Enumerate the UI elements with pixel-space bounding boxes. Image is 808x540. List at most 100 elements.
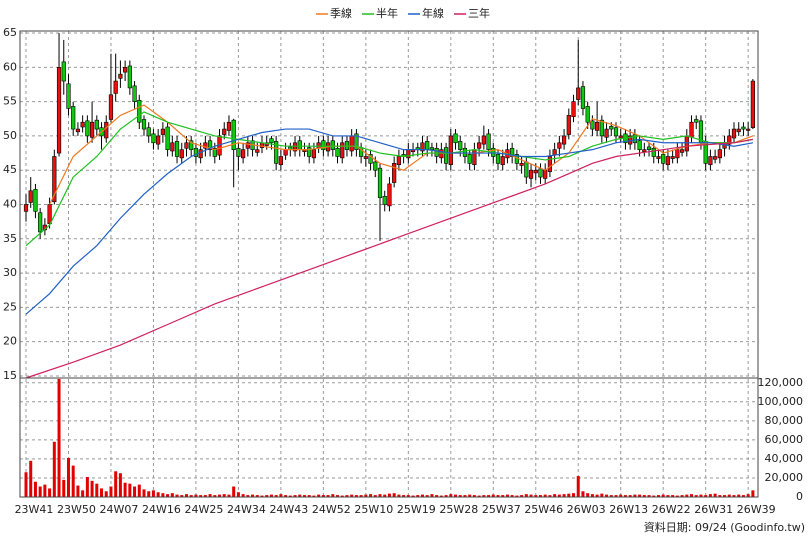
volume-bar xyxy=(435,495,439,497)
candle-body xyxy=(609,126,614,130)
candle-body xyxy=(146,127,151,137)
volume-bar xyxy=(81,490,85,497)
candle-body xyxy=(292,142,298,152)
candle-body xyxy=(684,135,689,152)
volume-bar xyxy=(708,494,712,497)
volume-bar xyxy=(713,493,717,497)
legend-label: 年線 xyxy=(422,6,444,20)
candle-body xyxy=(307,147,312,157)
x-tick-label: 23W50 xyxy=(57,503,96,516)
volume-bar xyxy=(241,494,245,497)
legend-label: 半年 xyxy=(376,6,398,20)
candle-body xyxy=(689,121,694,138)
volume-bar xyxy=(605,494,609,497)
volume-bar xyxy=(269,494,273,497)
candle-body xyxy=(595,121,600,131)
volume-bar xyxy=(406,495,410,497)
candle-body xyxy=(118,73,123,79)
candle-body xyxy=(349,135,354,152)
volume-bar xyxy=(680,495,684,497)
candle-body xyxy=(708,156,713,166)
volume-bar xyxy=(85,477,89,497)
volume-bar xyxy=(359,495,363,497)
candle-body xyxy=(561,135,567,145)
candle-body xyxy=(396,156,401,166)
candle-body xyxy=(679,149,685,153)
volume-bar xyxy=(222,494,226,497)
volume-bar xyxy=(741,495,745,497)
volume-bar xyxy=(100,488,104,497)
x-tick-label: 24W43 xyxy=(269,503,308,516)
candle-body xyxy=(207,140,213,150)
x-tick-label: 26W03 xyxy=(567,503,606,516)
volume-bar xyxy=(425,495,429,497)
volume-bar xyxy=(468,494,472,497)
volume-bar xyxy=(656,495,660,497)
volume-bar xyxy=(515,495,519,497)
candle-body xyxy=(193,147,199,157)
candle-body xyxy=(604,128,609,138)
volume-bar xyxy=(751,490,755,497)
volume-bar xyxy=(307,495,311,497)
volume-bar xyxy=(232,486,236,497)
volume-bar xyxy=(236,492,240,497)
candle-body xyxy=(269,138,274,144)
volume-bar xyxy=(255,495,259,497)
volume-bar xyxy=(29,460,33,497)
candle-body xyxy=(38,212,43,233)
candle-body xyxy=(108,94,114,120)
volume-bar xyxy=(472,495,476,497)
y-tick-label: 40 xyxy=(3,198,17,211)
volume-bar xyxy=(454,494,458,497)
volume-bar xyxy=(590,494,594,497)
volume-bar xyxy=(298,494,302,497)
candle-body xyxy=(274,141,279,164)
candle-body xyxy=(406,149,411,159)
y-tick-label: 15 xyxy=(3,369,17,382)
volume-bar xyxy=(477,495,481,497)
volume-bar xyxy=(420,494,424,497)
volume-bar xyxy=(373,495,377,497)
volume-bar xyxy=(114,471,118,497)
volume-bar xyxy=(619,494,623,497)
plot-frame xyxy=(19,30,759,498)
candle-body xyxy=(453,133,458,144)
volume-bar xyxy=(732,495,736,497)
volume-bar xyxy=(534,495,538,497)
candle-body xyxy=(458,141,463,150)
candle-body xyxy=(354,133,359,150)
volume-bar xyxy=(430,494,434,497)
candle-body xyxy=(184,142,189,149)
volume-bar xyxy=(562,494,566,497)
candle-body xyxy=(316,142,321,149)
legend-label: 三年 xyxy=(468,6,490,20)
candle-body xyxy=(311,149,317,159)
candle-body xyxy=(670,156,675,159)
volume-bar xyxy=(199,495,203,497)
volume-bar xyxy=(180,495,184,497)
volume-bar xyxy=(118,473,122,497)
candle-body xyxy=(632,134,637,144)
volume-bar xyxy=(175,494,179,497)
candle-body xyxy=(429,147,435,150)
candle-body xyxy=(392,163,397,183)
candle-body xyxy=(467,154,472,164)
volume-bar xyxy=(170,493,174,497)
volume-bar xyxy=(137,484,141,497)
candle-body xyxy=(661,154,666,164)
candle-body xyxy=(510,147,515,157)
candle-body xyxy=(618,135,623,139)
volume-bar xyxy=(33,481,37,497)
volume-bar xyxy=(727,494,731,497)
candle-body xyxy=(694,119,699,123)
volume-bar xyxy=(543,494,547,497)
y-tick-label: 65 xyxy=(3,26,17,39)
candle-body xyxy=(231,119,236,150)
volume-bar xyxy=(194,494,198,497)
x-tick-label: 26W22 xyxy=(652,503,691,516)
volume-bar xyxy=(661,494,665,497)
volume-bar xyxy=(279,494,283,497)
volume-bar xyxy=(586,493,590,497)
